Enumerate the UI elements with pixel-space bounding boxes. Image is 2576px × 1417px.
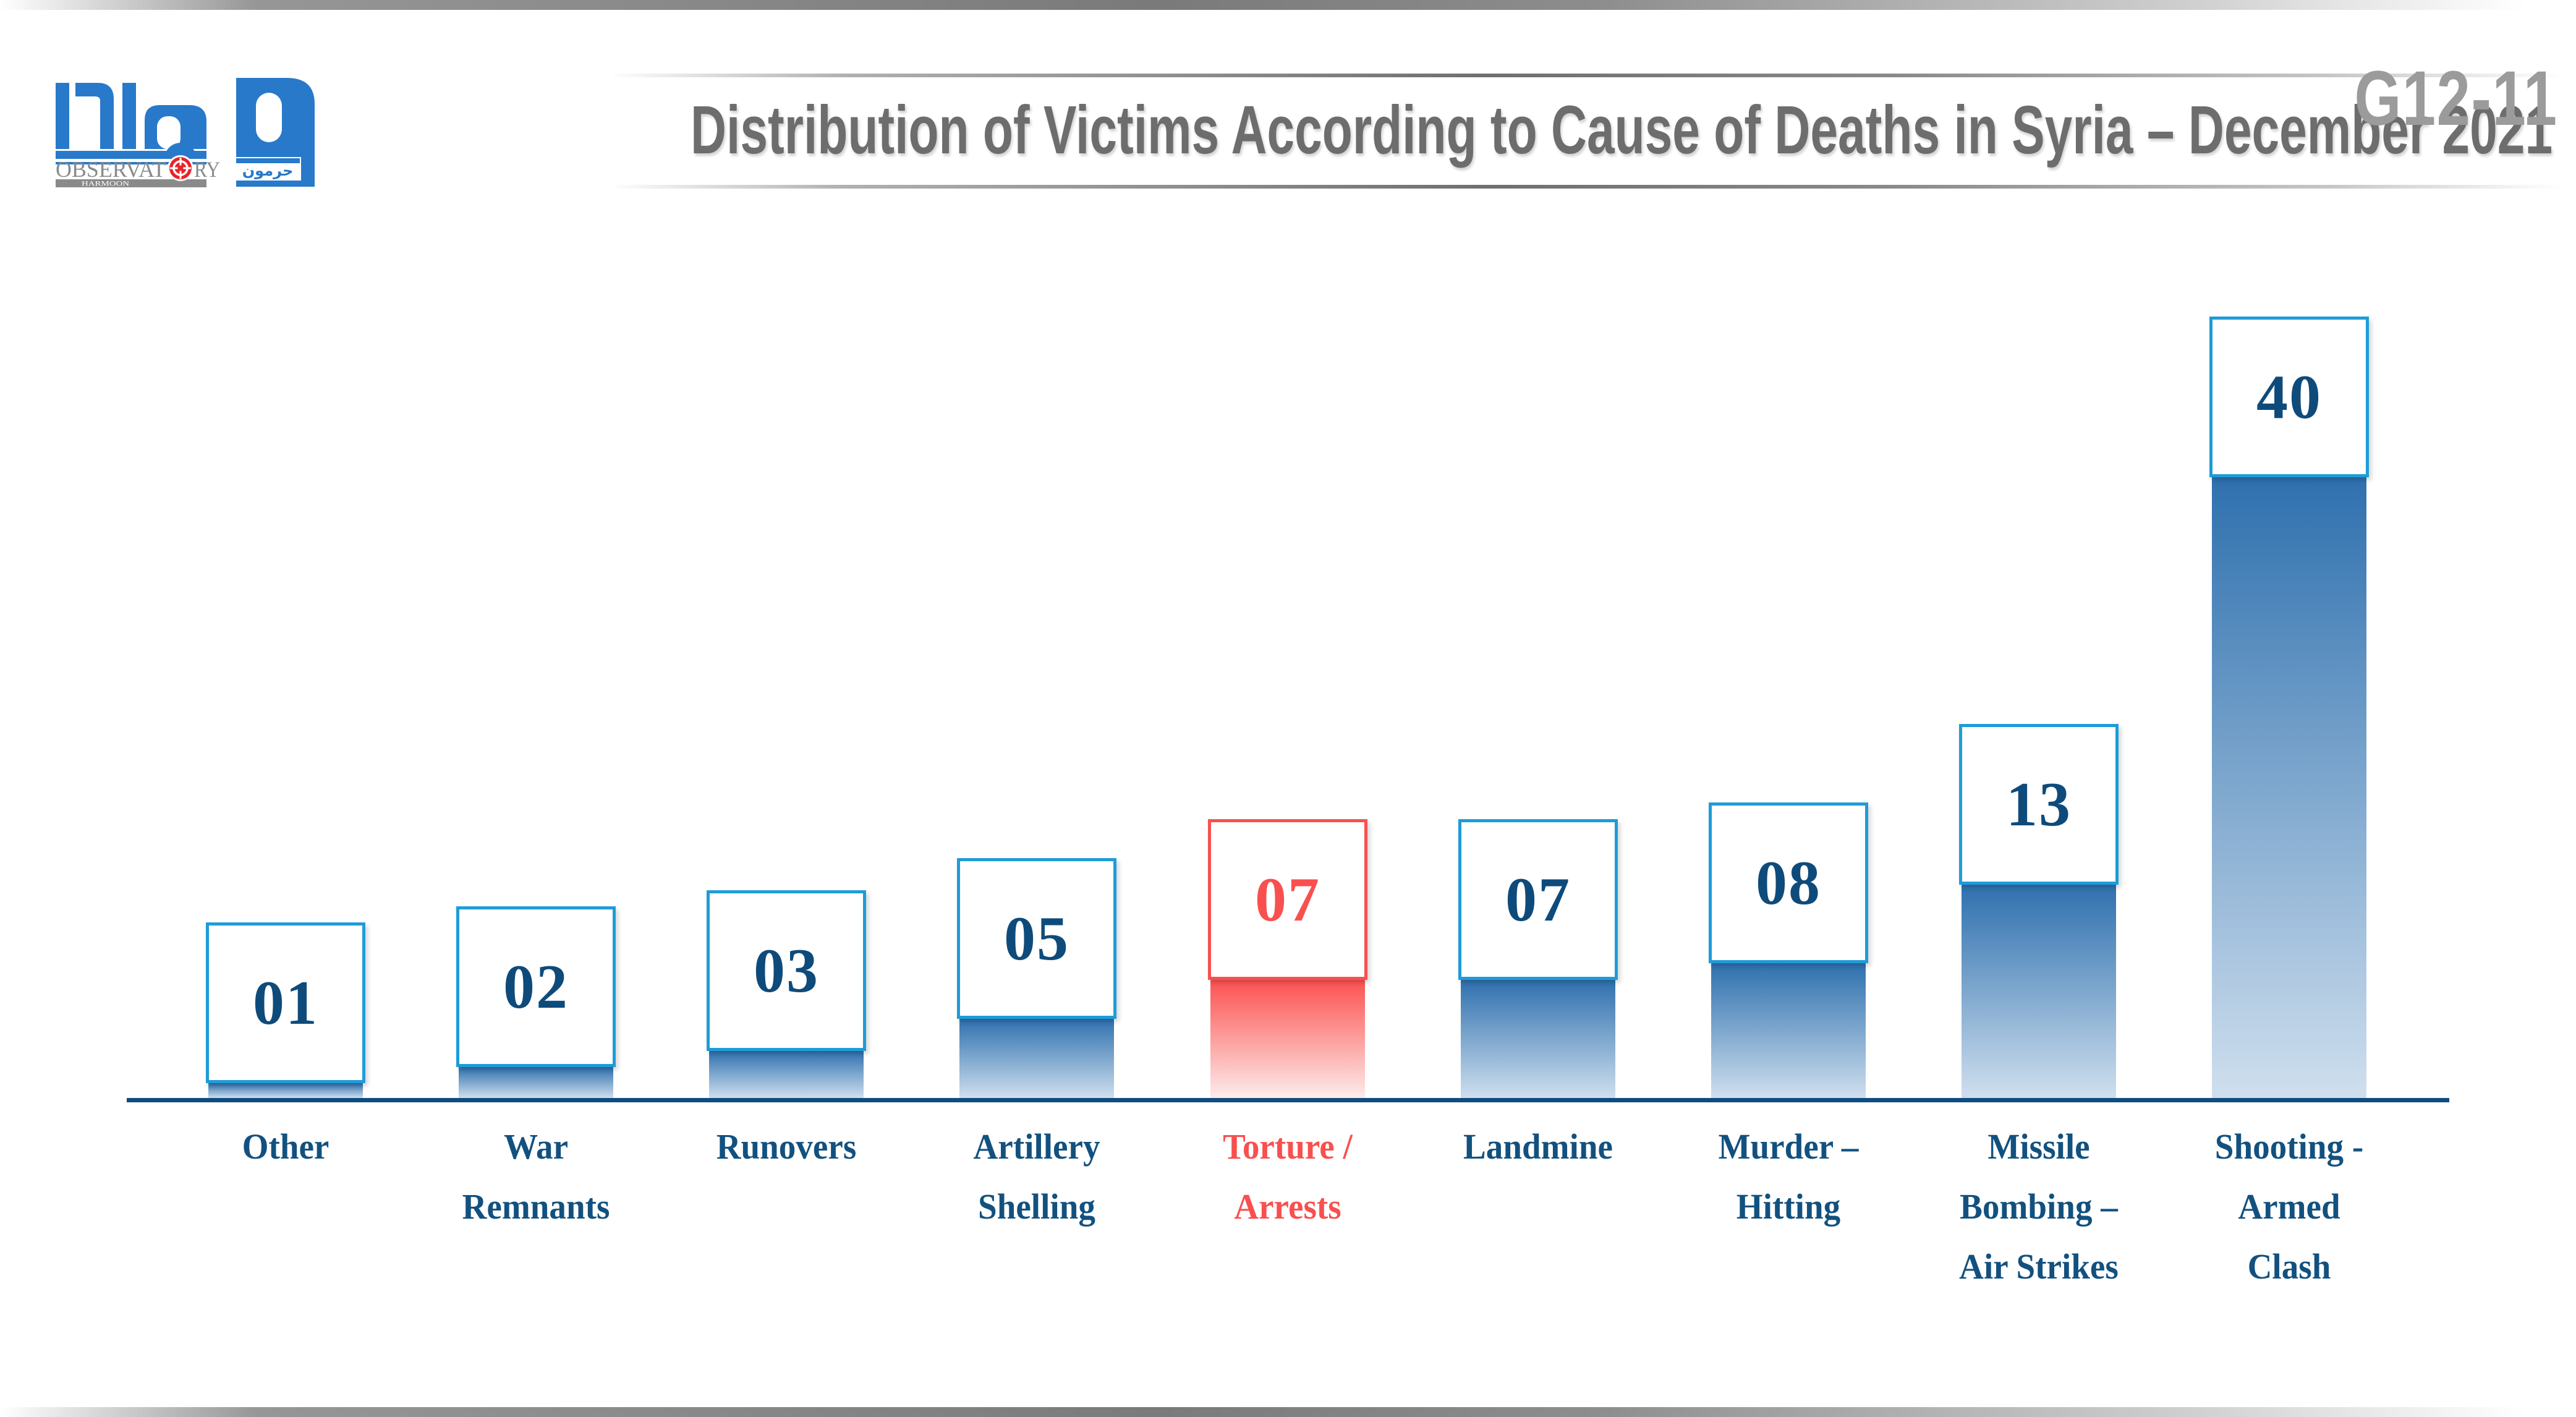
bar — [959, 1019, 1114, 1098]
bar-value: 07 — [1505, 864, 1571, 935]
bar-category-label-line: Bombing – — [1960, 1186, 2118, 1227]
bar-category-label-line: Air Strikes — [1959, 1246, 2119, 1287]
bar-category-label-line: Torture / — [1223, 1126, 1353, 1167]
bar-category-label-line: Runovers — [716, 1126, 857, 1167]
bar-category-label-line: War — [503, 1126, 569, 1167]
bar-value: 05 — [1004, 903, 1069, 974]
bar-category-label-line: Hitting — [1736, 1186, 1841, 1227]
bar-value: 03 — [754, 935, 819, 1006]
bar-value-box: 03 — [707, 890, 866, 1051]
logo-harmoon-text: HARMOON — [82, 179, 129, 188]
bar-value-box: 05 — [957, 858, 1116, 1019]
bar-category-label: Murder – Hitting — [1670, 1117, 1907, 1236]
bar-category-label: Runovers — [668, 1117, 905, 1177]
logo-thin-rule — [56, 162, 206, 164]
bar — [709, 1051, 864, 1098]
bar-category-label-line: Remnants — [462, 1186, 610, 1227]
bottom-gradient-strip — [0, 1407, 2576, 1417]
logo-harmoon-band — [56, 179, 206, 187]
logo-meem-block: حرمون — [236, 78, 315, 187]
bar — [459, 1067, 613, 1098]
bar-value-box: 13 — [1959, 724, 2119, 885]
bar-category-label: War Remnants — [417, 1117, 655, 1236]
bar-category-label: Missile Bombing – Air Strikes — [1920, 1117, 2157, 1296]
bar — [1461, 980, 1615, 1098]
bar-category-label: Other — [167, 1117, 404, 1177]
bar-category-label-line: Clash — [2247, 1246, 2331, 1287]
bar-category-label-line: Landmine — [1463, 1126, 1613, 1167]
chart-title-text: Distribution of Victims According to Cau… — [691, 92, 2553, 168]
bar — [1711, 963, 1866, 1098]
bar-category-label: Shooting - Armed Clash — [2170, 1117, 2408, 1296]
bar — [2212, 477, 2366, 1098]
bar-value: 40 — [2256, 362, 2322, 432]
logo-observatory-text-left: OBSERVAT — [56, 157, 166, 182]
bar-category-label-line: Murder – — [1718, 1126, 1859, 1167]
top-gradient-strip — [0, 0, 2576, 10]
bar-category-label-line: Other — [242, 1126, 329, 1167]
bar-category-label: Artillery Shelling — [918, 1117, 1155, 1236]
bar-category-label: Landmine — [1419, 1117, 1657, 1177]
title-rule-top — [609, 74, 2562, 77]
bar-value-box: 07 — [1208, 819, 1367, 980]
chart-title: Distribution of Victims According to Cau… — [346, 94, 2553, 167]
bar-value-box: 01 — [206, 922, 365, 1083]
bar-category-label-line: Missile — [1987, 1126, 2090, 1167]
logo-target-arch — [164, 143, 197, 159]
logo-target-icon — [168, 155, 193, 181]
bar-value-box: 07 — [1458, 819, 1618, 980]
bar-category-label-line: Arrests — [1234, 1186, 1341, 1227]
bar-value: 13 — [2006, 769, 2072, 840]
x-axis-baseline — [127, 1098, 2449, 1102]
figure-code: G12-11 — [2354, 56, 2558, 142]
bar — [1210, 980, 1365, 1098]
bar-value-box: 40 — [2209, 317, 2369, 477]
harmoon-observatory-logo: OBSERVAT RY HARMOON حرمون — [56, 78, 315, 188]
bar-value: 07 — [1255, 864, 1320, 935]
bar-category-label-line: Shooting - — [2214, 1126, 2364, 1167]
bar-value-box: 08 — [1709, 802, 1868, 963]
bar-category-label: Torture / Arrests — [1169, 1117, 1406, 1236]
bar-value: 01 — [253, 968, 318, 1038]
bar-value-box: 02 — [456, 906, 616, 1067]
bar — [1962, 885, 2116, 1098]
logo-observatory-text-right: RY — [194, 157, 220, 182]
bar — [208, 1083, 363, 1098]
bar-value: 08 — [1756, 848, 1821, 918]
title-rule-bottom — [609, 185, 2562, 189]
logo-arabic-sub-text: حرمون — [242, 162, 294, 179]
bar-category-label-line: Shelling — [978, 1186, 1095, 1227]
logo-arabic-word-shapes — [56, 83, 206, 149]
bar-category-label-line: Armed — [2238, 1186, 2340, 1227]
bar-value: 02 — [503, 951, 569, 1022]
bar-category-label-line: Artillery — [973, 1126, 1100, 1167]
